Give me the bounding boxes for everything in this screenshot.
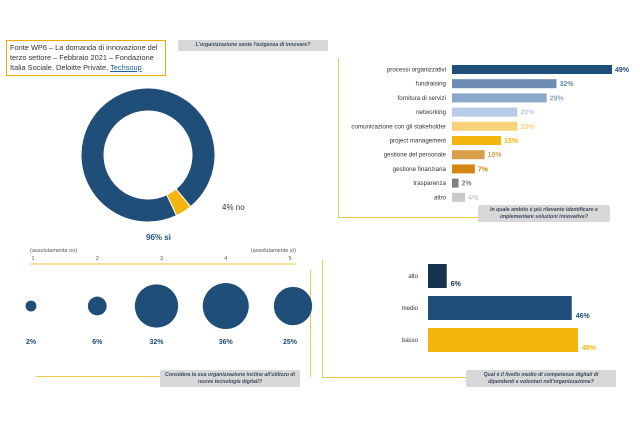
areas-category-label: trasparenza — [413, 180, 446, 187]
scale-label-left: (assolutamente no) — [30, 248, 77, 254]
frame-line-areas-left — [338, 58, 339, 218]
areas-bar — [452, 192, 466, 202]
areas-value-label: 15% — [504, 138, 519, 145]
scale-bubble — [87, 296, 107, 316]
areas-category-label: gestione finanziaria — [393, 166, 447, 173]
areas-bar — [452, 136, 501, 145]
frame-line-competence-bottom — [322, 377, 466, 378]
question-tag-areas-text: In quale ambito è più rilevante identifi… — [490, 207, 598, 220]
competence-bar — [428, 296, 572, 320]
frame-line-scale-right — [310, 270, 311, 377]
areas-category-label: fundraising — [416, 81, 447, 88]
areas-bar — [452, 178, 459, 188]
scale-value-label: 36% — [219, 339, 234, 346]
frame-line-areas-bottom — [338, 217, 478, 218]
areas-category-label: fornitura di servizi — [398, 95, 447, 102]
competence-category-label: medio — [402, 306, 419, 312]
areas-value-label: 49% — [615, 67, 630, 74]
areas-value-label: 2% — [462, 181, 473, 188]
source-note-text: Fonte WP6 – La domanda di innovazione de… — [10, 43, 158, 72]
areas-value-label: 29% — [550, 95, 565, 102]
donut-slice-si — [80, 87, 216, 223]
areas-category-label: networking — [416, 109, 446, 116]
areas-category-label: comunicazione con gli stakeholder — [351, 123, 446, 130]
scale-bubble — [273, 286, 313, 326]
donut-label-no: 4% no — [222, 203, 245, 212]
scale-value-label: 2% — [26, 339, 37, 346]
areas-value-label: 10% — [488, 152, 503, 159]
competence-category-label: alto — [408, 274, 418, 280]
frame-line-competence-left — [322, 260, 323, 378]
areas-value-label: 7% — [478, 166, 489, 173]
areas-bar — [452, 150, 485, 160]
areas-bar — [452, 79, 557, 89]
scale-bubble — [25, 300, 37, 312]
areas-value-label: 20% — [520, 124, 535, 131]
question-tag-innovate-text: L'organizzazione sente l'esigenza di inn… — [195, 42, 311, 48]
areas-value-label: 20% — [520, 110, 535, 117]
scale-value-label: 6% — [92, 339, 103, 346]
scale-value-label: 25% — [283, 339, 298, 346]
source-note: Fonte WP6 – La domanda di innovazione de… — [6, 40, 166, 76]
competence-value-label: 48% — [582, 345, 597, 352]
scale-tick-label: 3 — [160, 256, 163, 262]
scale-bubble — [134, 284, 179, 328]
areas-category-label: altro — [434, 194, 447, 201]
areas-value-label: 32% — [559, 81, 574, 88]
scale-value-label: 32% — [149, 339, 164, 346]
source-link[interactable]: Techsoup — [110, 63, 142, 72]
competence-bar — [428, 328, 578, 352]
question-tag-competence-text: Qual è il livello medio di competenze di… — [483, 372, 599, 385]
question-tag-innovate: L'organizzazione sente l'esigenza di inn… — [178, 40, 328, 51]
competence-value-label: 46% — [576, 313, 591, 320]
areas-value-label: 4% — [468, 195, 479, 202]
areas-category-label: gestione del personale — [384, 152, 447, 159]
question-tag-competence: Qual è il livello medio di competenze di… — [466, 370, 616, 387]
donut-label-si: 96% sì — [146, 233, 171, 242]
areas-bar — [452, 65, 612, 74]
areas-bar — [452, 121, 518, 131]
question-tag-technologies-text: Considera la sua organizzazione incline … — [164, 372, 296, 385]
scale-tick-label: 4 — [224, 256, 227, 262]
frame-line-scale-bottom — [36, 376, 160, 377]
competence-category-label: basso — [402, 338, 419, 344]
areas-category-label: project management — [390, 138, 447, 145]
scale-label-right: (assolutamente sì) — [251, 248, 296, 254]
areas-bar — [452, 164, 475, 174]
scale-tick-label: 5 — [288, 256, 291, 262]
competence-bar — [428, 264, 447, 288]
areas-bar — [452, 93, 547, 103]
competence-value-label: 6% — [451, 281, 462, 288]
areas-category-label: processi organizzativi — [387, 67, 446, 74]
scale-tick-label: 1 — [31, 256, 34, 262]
question-tag-areas: In quale ambito è più rilevante identifi… — [478, 205, 610, 222]
scale-bubble — [202, 283, 249, 329]
question-tag-technologies: Considera la sua organizzazione incline … — [160, 370, 300, 387]
areas-bar — [452, 107, 518, 117]
scale-tick-label: 2 — [96, 256, 99, 262]
